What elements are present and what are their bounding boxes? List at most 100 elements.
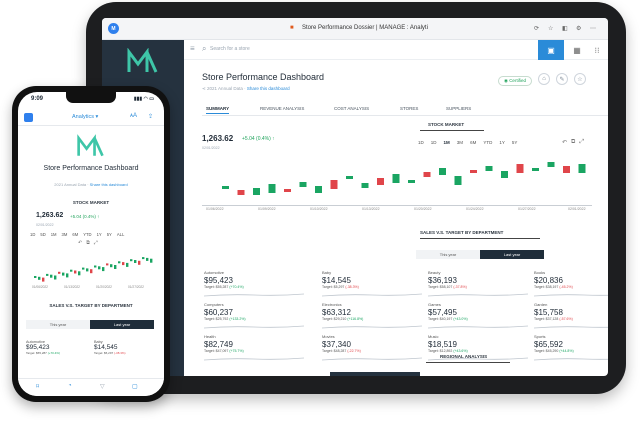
- dept-name: Baby: [322, 270, 332, 275]
- candle: [34, 276, 37, 278]
- history-icon[interactable]: ◔: [68, 383, 72, 389]
- extension-icon[interactable]: ◧: [562, 26, 568, 32]
- undo-icon[interactable]: ↶: [78, 240, 83, 246]
- toggle-this-year[interactable]: This year: [26, 320, 90, 329]
- tab-summary[interactable]: SUMMARY: [206, 106, 230, 114]
- chart-tools: ↶ ⧉ ⤢: [78, 240, 98, 246]
- candle: [46, 273, 49, 276]
- range-1y[interactable]: 1Y: [96, 232, 102, 237]
- favicon-icon: ■: [290, 25, 294, 31]
- bookmark-icon[interactable]: ⌑: [36, 384, 40, 390]
- toggle-this-year[interactable]: This year: [416, 250, 480, 259]
- range-5y[interactable]: 5Y: [511, 140, 518, 145]
- settings-icon[interactable]: ⚙: [576, 26, 582, 32]
- range-3m[interactable]: 3M: [456, 140, 464, 145]
- dept-name: Automotive: [204, 270, 225, 275]
- target-text: Target: $55,287: [204, 285, 229, 289]
- range-all[interactable]: ALL: [116, 232, 125, 237]
- sync-icon[interactable]: ⟳: [534, 26, 540, 32]
- home-icon[interactable]: ⌂: [538, 73, 550, 85]
- range-1m[interactable]: 1M: [50, 232, 57, 237]
- delta-text: (-37.8%): [453, 285, 467, 289]
- undo-icon[interactable]: ↶: [562, 140, 568, 146]
- target-text: Target: $38,197: [534, 285, 559, 289]
- dept-card-electronics[interactable]: Electronics $63,312 Target: $29,210 (+116.…: [322, 302, 422, 332]
- dept-card-sports[interactable]: Sports $65,592 Target: $45,290 (+44.8%): [534, 334, 608, 364]
- range-6m[interactable]: 6M: [470, 140, 477, 145]
- expand-icon[interactable]: ⤢: [93, 240, 98, 246]
- range-1m[interactable]: 1M: [443, 140, 450, 145]
- toggle-last-year[interactable]: Last year: [480, 250, 544, 259]
- range-1y[interactable]: 1Y: [499, 140, 505, 145]
- favorite-icon[interactable]: ☆: [574, 73, 586, 85]
- dept-value: $95,423: [26, 344, 50, 351]
- tablet-screen: M Store Performance Dossier | MANAGE : A…: [102, 18, 608, 376]
- candle: [110, 264, 113, 268]
- dept-card-movies[interactable]: Movies $37,340 Target: $48,287 (-22.7%): [322, 334, 422, 364]
- dept-card-music[interactable]: Music $18,519 Target: $12,892 (+43.6%): [428, 334, 528, 364]
- dept-card-baby[interactable]: Baby $14,545 Target: $5,297 (-38.3%): [94, 340, 150, 355]
- analytics-dropdown[interactable]: Analytics ▾: [72, 114, 99, 120]
- candle: [237, 190, 245, 195]
- share-icon[interactable]: ⇪: [148, 114, 154, 120]
- stock-market-title: STOCK MARKET: [428, 122, 465, 127]
- range-1d[interactable]: 1D: [418, 140, 424, 145]
- target-text: Target: $25,792: [204, 317, 229, 321]
- dept-card-automotive[interactable]: Automotive $95,423 Target: $55,287 (+70.4%…: [204, 270, 304, 300]
- expand-icon[interactable]: ⤢: [579, 139, 585, 145]
- range-1d[interactable]: 1D: [30, 232, 36, 237]
- candle: [361, 183, 369, 188]
- tab-stores[interactable]: STORES: [400, 106, 419, 111]
- bookmark-icon[interactable]: ☆: [548, 26, 554, 32]
- copy-icon[interactable]: ⧉: [571, 139, 576, 145]
- text-size-icon[interactable]: ᴀA: [130, 113, 137, 119]
- tab-cost-analysis[interactable]: COST ANALYSIS: [334, 106, 370, 111]
- dept-card-garden[interactable]: Garden $15,758 Target: $37,128 (-57.6%): [534, 302, 608, 332]
- range-ytd[interactable]: YTD: [83, 232, 92, 237]
- search-icon[interactable]: ⌕: [202, 44, 207, 53]
- share-link[interactable]: Share this dashboard: [246, 86, 290, 91]
- dept-card-beauty[interactable]: Beauty $36,193 Target: $58,107 (-37.8%): [428, 270, 528, 300]
- more-icon[interactable]: ⋯: [590, 26, 596, 32]
- chart-view-button[interactable]: ▣: [538, 40, 564, 60]
- dept-name: Garden: [534, 302, 548, 307]
- tab-revenue-analysis[interactable]: REVENUE ANALYSIS: [260, 106, 305, 111]
- range-5y[interactable]: 5Y: [106, 232, 112, 237]
- candle: [106, 263, 109, 266]
- search-input[interactable]: Search for a store: [210, 46, 250, 52]
- dept-card-automotive[interactable]: Automotive $95,423 Target: $55,287 (+70.…: [26, 340, 82, 355]
- dept-card-games[interactable]: Games $57,495 Target: $40,197 (+43.0%): [428, 302, 528, 332]
- range-5d[interactable]: 5D: [40, 232, 46, 237]
- copy-icon[interactable]: ⧉: [86, 240, 90, 246]
- range-3m[interactable]: 3M: [61, 232, 68, 237]
- range-selector: 1D 5D 1M 3M 6M YTD 1Y 5Y ALL: [30, 232, 124, 237]
- tab-suppliers[interactable]: SUPPLIERS: [446, 106, 472, 111]
- app-logo-icon[interactable]: [24, 113, 33, 122]
- candle: [284, 189, 291, 192]
- share-icon[interactable]: ⋖: [202, 86, 206, 91]
- candle: [98, 266, 101, 270]
- dept-card-baby[interactable]: Baby $14,545 Target: $5,297 (-38.3%): [322, 270, 422, 300]
- share-link[interactable]: Share this dashboard: [89, 182, 128, 187]
- comment-icon[interactable]: ▢: [132, 384, 138, 390]
- range-ytd[interactable]: YTD: [483, 140, 493, 145]
- dept-target: Target: $40,197 (+43.0%): [428, 317, 528, 321]
- app-logo-icon[interactable]: M: [108, 23, 119, 34]
- dept-card-computers[interactable]: Computers $60,237 Target: $25,792 (+133.2%…: [204, 302, 304, 332]
- candle: [114, 265, 117, 269]
- dept-card-books[interactable]: Books $20,836 Target: $38,197 (-45.2%): [534, 270, 608, 300]
- page-title: Store Performance Dashboard: [43, 165, 139, 172]
- grid-view-button[interactable]: ▦: [573, 45, 581, 55]
- candle: [150, 258, 153, 263]
- candle: [423, 172, 431, 177]
- range-1d-2[interactable]: 1D: [430, 140, 437, 145]
- sparkline: [322, 325, 422, 329]
- apps-icon[interactable]: ⁝⁝: [594, 45, 600, 55]
- dept-title: SALES V.S. TARGET BY DEPARTMENT: [49, 303, 133, 308]
- edit-icon[interactable]: ✎: [556, 73, 568, 85]
- range-6m[interactable]: 6M: [72, 232, 79, 237]
- filter-icon[interactable]: ▽: [100, 384, 105, 390]
- toggle-last-year[interactable]: Last year: [90, 320, 154, 329]
- menu-icon[interactable]: ≡: [190, 44, 195, 53]
- dept-card-health[interactable]: Health $82,749 Target: $47,097 (+75.7%): [204, 334, 304, 364]
